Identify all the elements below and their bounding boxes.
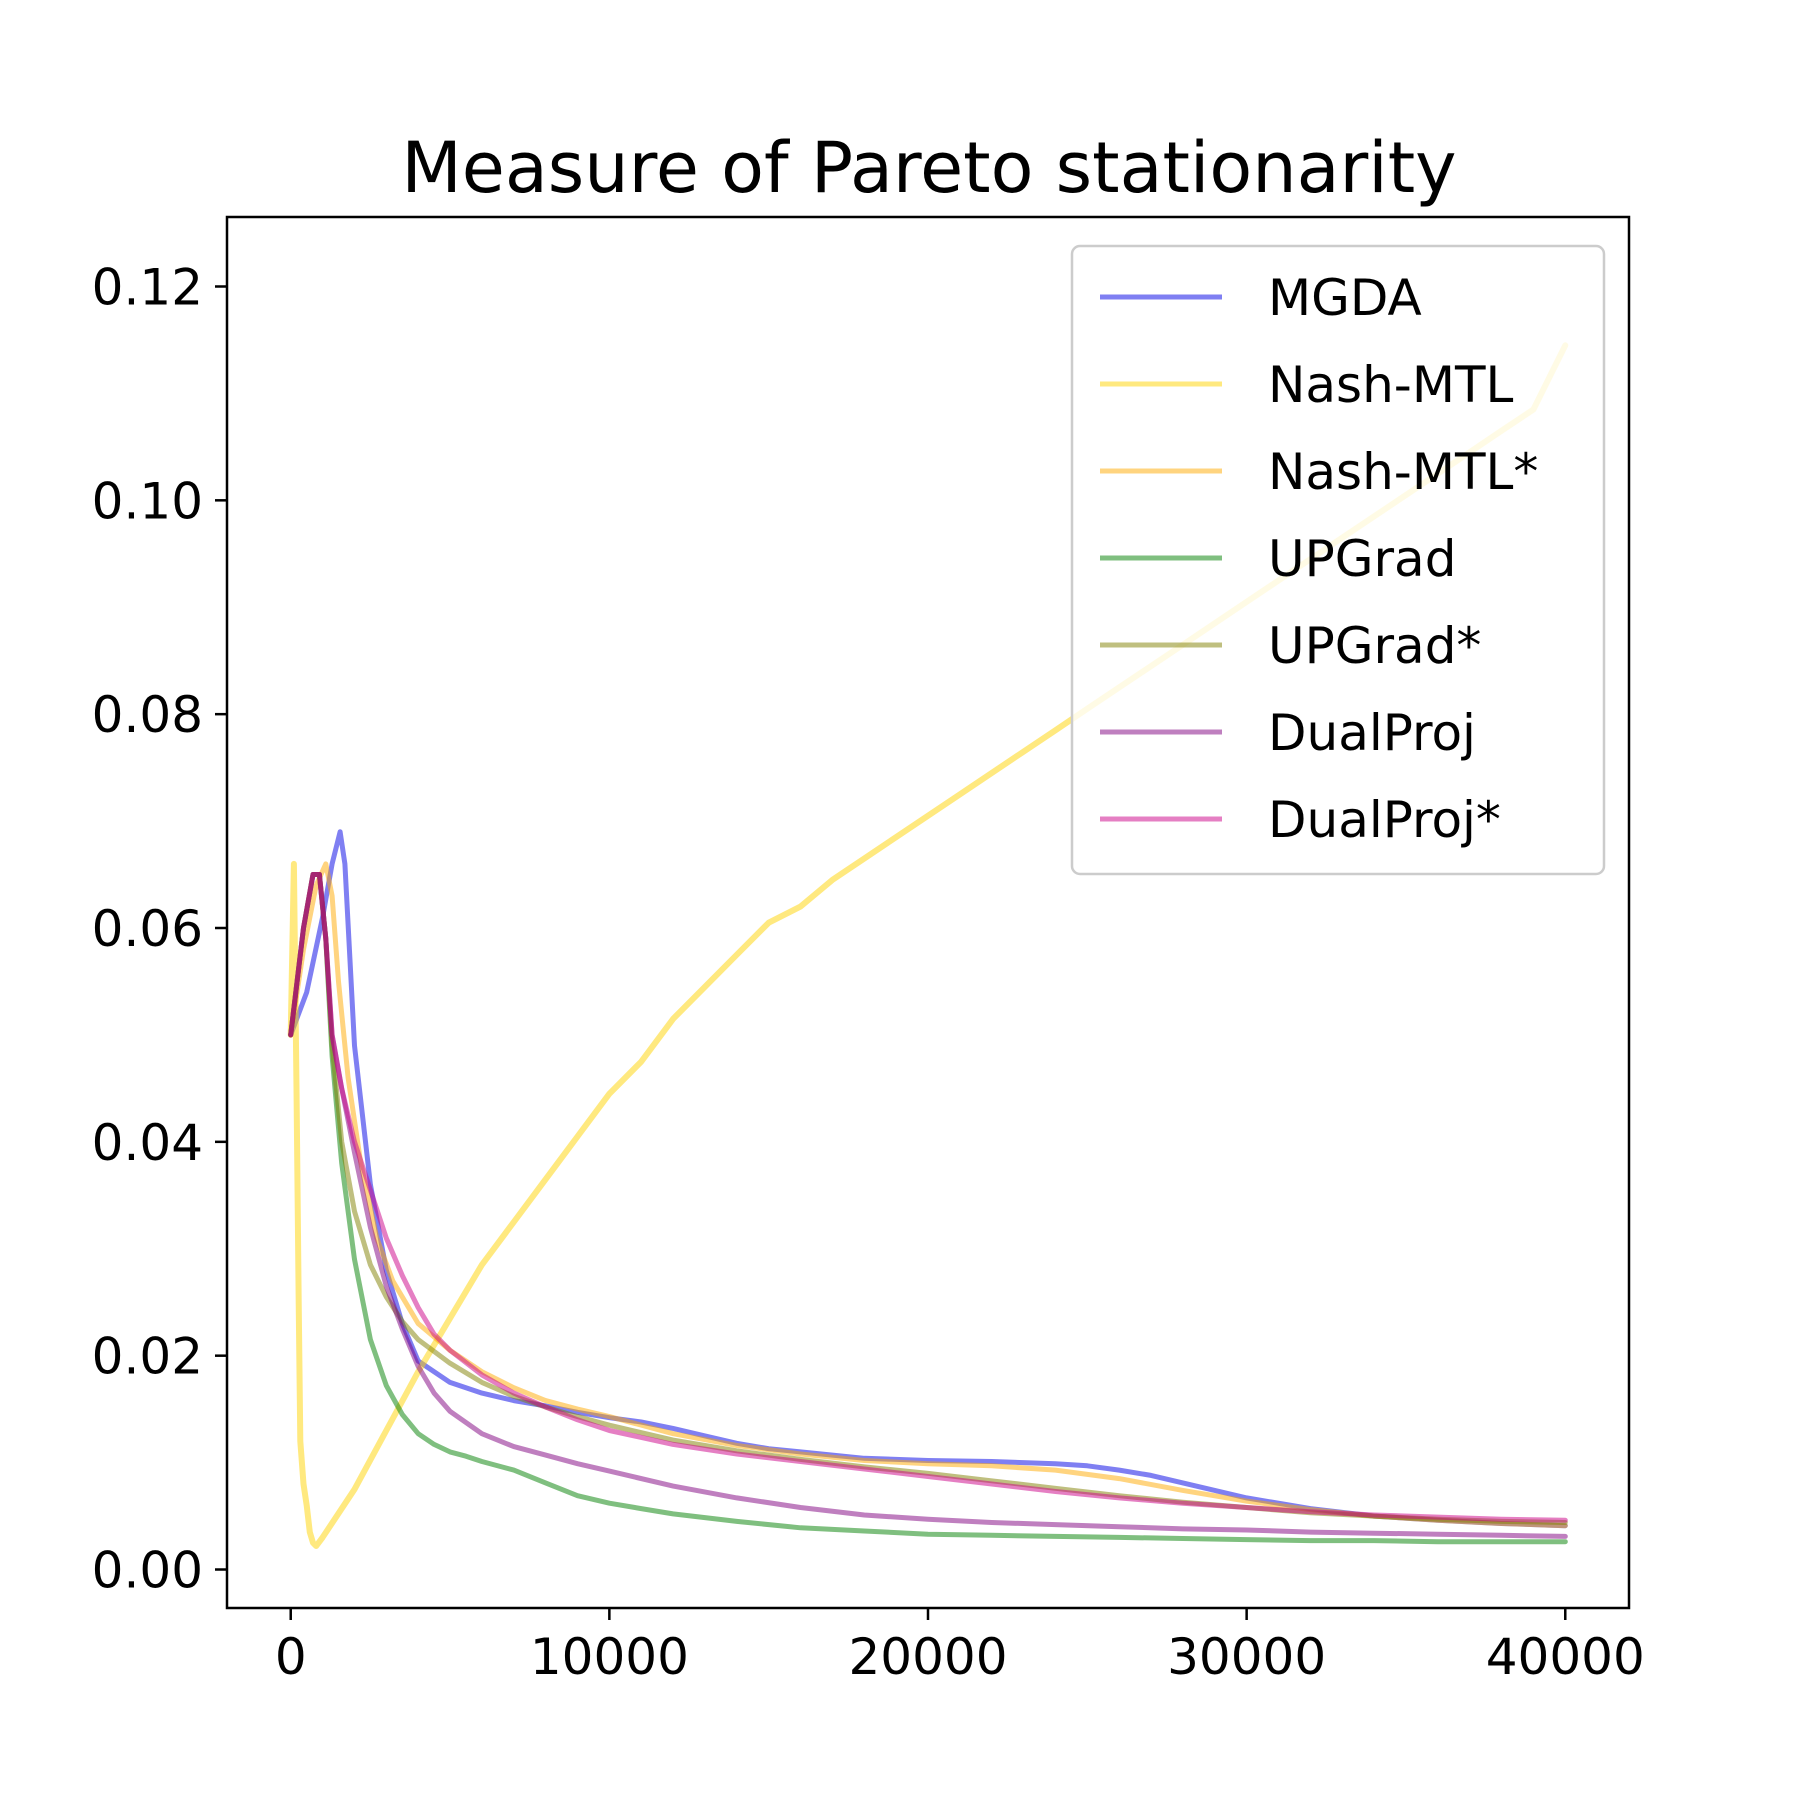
y-axis: 0.00 0.02 0.04 0.06 0.08 0.10 0.12 [92,258,227,1600]
series-layer [287,342,1569,1549]
legend-box [1070,244,1606,876]
y-tick-label: 0.10 [92,472,203,530]
legend-label: UPGrad* [1268,617,1481,675]
x-axis: 0 10000 20000 30000 40000 [275,1608,1645,1686]
legend-label: Nash-MTL [1268,356,1514,414]
series-line-dualproj [288,872,1568,1539]
y-tick-label: 0.04 [92,1114,203,1172]
x-tick-label: 0 [275,1628,307,1686]
legend-label: Nash-MTL* [1268,443,1538,501]
y-tick-label: 0.08 [92,686,203,744]
series-line-nash-mtl-star [288,861,1568,1529]
series-line-dualproj-star [288,872,1568,1523]
legend-label: MGDA [1268,269,1422,327]
x-tick-label: 40000 [1486,1628,1645,1686]
x-tick-label: 10000 [530,1628,689,1686]
x-tick-label: 30000 [1167,1628,1326,1686]
series-line-mgda [288,829,1568,1529]
y-tick-label: 0.06 [92,900,203,958]
legend-label: UPGrad [1268,530,1456,588]
series-line-upgrad-star [288,872,1568,1525]
y-tick-label: 0.12 [92,258,203,316]
legend-label: DualProj* [1268,791,1501,849]
x-tick-label: 20000 [848,1628,1007,1686]
legend-label: DualProj [1268,704,1476,762]
legend: MGDA Nash-MTL Nash-MTL* UPGrad UPGrad* DualPr… [1070,244,1606,876]
y-tick-label: 0.00 [92,1542,203,1600]
chart-title: Measure of Pareto stationarity [401,127,1456,209]
y-tick-label: 0.02 [92,1328,203,1386]
series-line-upgrad [288,872,1568,1545]
